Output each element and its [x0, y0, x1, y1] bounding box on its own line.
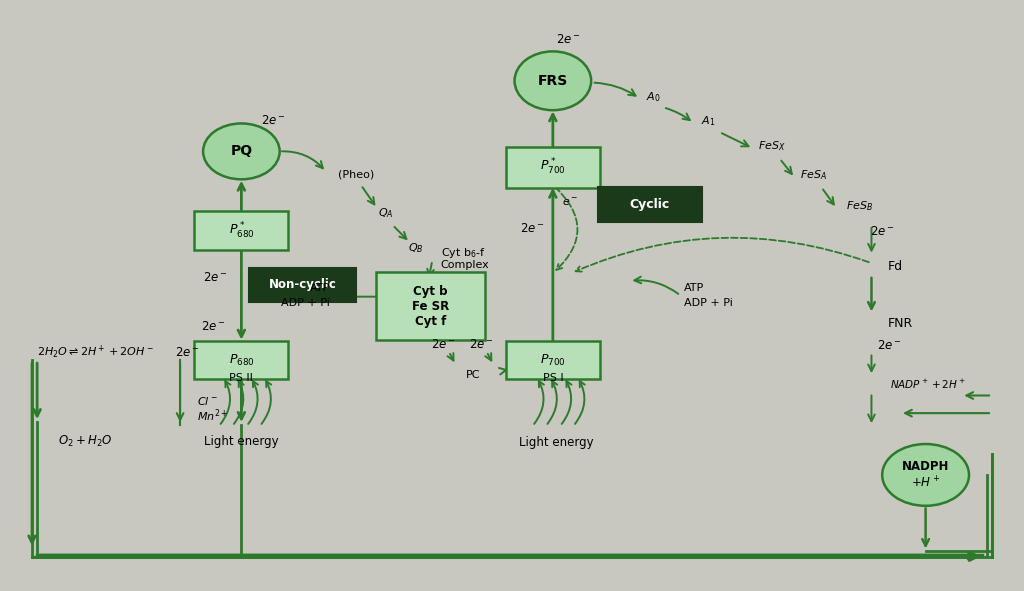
Text: PC: PC — [466, 370, 480, 380]
Text: PS I: PS I — [543, 373, 563, 383]
Text: $Q_A$: $Q_A$ — [378, 206, 393, 220]
Text: PS II: PS II — [229, 373, 253, 383]
Text: $2e^-$: $2e^-$ — [175, 346, 200, 359]
Text: Cyt b
Fe SR
Cyt f: Cyt b Fe SR Cyt f — [412, 285, 449, 327]
Text: $Q_B$: $Q_B$ — [409, 242, 424, 255]
Text: Light energy: Light energy — [204, 435, 279, 448]
Text: $FeS_A$: $FeS_A$ — [800, 168, 826, 182]
FancyBboxPatch shape — [506, 147, 600, 188]
Text: $FeS_X$: $FeS_X$ — [758, 139, 785, 153]
Text: $A_1$: $A_1$ — [700, 115, 716, 128]
Ellipse shape — [883, 444, 969, 506]
Text: $2e^-$: $2e^-$ — [556, 33, 581, 46]
Ellipse shape — [514, 51, 591, 110]
Text: $Mn^{2+}$: $Mn^{2+}$ — [198, 407, 228, 424]
Text: $2H_2O \rightleftharpoons 2H^+ + 2OH^-$: $2H_2O \rightleftharpoons 2H^+ + 2OH^-$ — [37, 344, 154, 361]
Text: $P_{680}$: $P_{680}$ — [228, 353, 254, 368]
Text: $2e^-$: $2e^-$ — [878, 339, 902, 352]
Text: ATP: ATP — [310, 283, 330, 293]
Ellipse shape — [203, 124, 280, 179]
Text: $Cl^-$: $Cl^-$ — [198, 395, 218, 407]
Text: $2e^-$: $2e^-$ — [204, 271, 228, 284]
Text: $e^-$: $e^-$ — [562, 197, 579, 208]
Text: ADP + Pi: ADP + Pi — [282, 297, 330, 307]
FancyBboxPatch shape — [195, 212, 289, 250]
Text: $2e^-$: $2e^-$ — [202, 320, 226, 333]
FancyBboxPatch shape — [598, 187, 701, 222]
FancyBboxPatch shape — [249, 268, 356, 302]
FancyBboxPatch shape — [506, 341, 600, 379]
Text: $O_2 + H_2O$: $O_2 + H_2O$ — [57, 434, 112, 449]
Text: Fd: Fd — [888, 259, 903, 272]
Text: $2e^-$: $2e^-$ — [431, 338, 456, 351]
Text: $P_{700}^*$: $P_{700}^*$ — [540, 157, 565, 177]
Text: $2e^-$: $2e^-$ — [260, 114, 286, 127]
Text: Complex: Complex — [440, 260, 489, 270]
Text: $2e^-$: $2e^-$ — [520, 222, 545, 235]
Text: $FeS_B$: $FeS_B$ — [846, 199, 872, 213]
Text: $A_0$: $A_0$ — [646, 90, 660, 103]
Text: Light energy: Light energy — [518, 436, 593, 449]
Text: FNR: FNR — [888, 317, 913, 330]
Text: $P_{700}$: $P_{700}$ — [540, 353, 565, 368]
Text: Cyt b$_6$-f: Cyt b$_6$-f — [440, 246, 485, 260]
Text: $2e^-$: $2e^-$ — [469, 338, 494, 351]
Text: PQ: PQ — [230, 144, 253, 158]
Text: (Pheo): (Pheo) — [338, 170, 375, 180]
Text: $NADP^+ + 2H^+$: $NADP^+ + 2H^+$ — [890, 378, 966, 391]
Text: FRS: FRS — [538, 74, 568, 88]
Text: $2e^-$: $2e^-$ — [870, 226, 895, 239]
Text: ADP + Pi: ADP + Pi — [684, 297, 732, 307]
FancyBboxPatch shape — [376, 272, 485, 340]
Text: Cyclic: Cyclic — [630, 198, 670, 211]
Text: $P_{680}^*$: $P_{680}^*$ — [228, 221, 254, 241]
Text: Non-cyclic: Non-cyclic — [268, 278, 337, 291]
Text: ATP: ATP — [684, 284, 703, 294]
FancyBboxPatch shape — [195, 341, 289, 379]
Text: NADPH
$+H^+$: NADPH $+H^+$ — [902, 460, 949, 491]
